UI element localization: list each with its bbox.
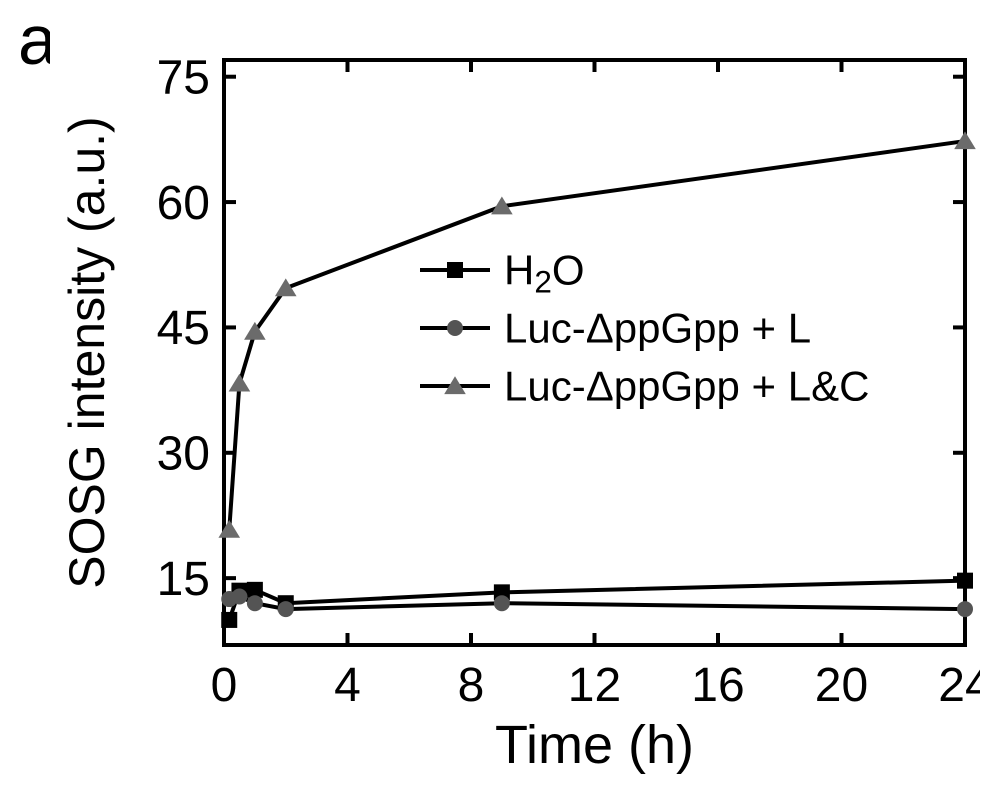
x-tick-label: 24 [938,659,980,712]
y-tick-label: 45 [157,302,210,355]
x-tick-label: 8 [458,659,485,712]
marker-circle [494,595,510,611]
sosg-chart: 0 4 8 12 16 20 24 15 30 45 60 75 Time (h) SOSG intens… [50,20,980,780]
marker-square [957,573,973,589]
y-axis-label: SOSG intensity (a.u.) [59,116,115,588]
x-tick-label: 4 [334,659,361,712]
x-axis-label: Time (h) [495,715,694,775]
y-tick-label: 30 [157,428,210,481]
chart-svg: 0 4 8 12 16 20 24 15 30 45 60 75 Time (h) SOSG intens… [50,20,980,780]
legend-label: Luc-ΔppGpp + L&C [504,363,869,410]
marker-square [447,262,463,278]
x-tick-label: 12 [568,659,621,712]
marker-circle [447,320,463,336]
x-tick-label: 20 [815,659,868,712]
marker-circle [247,595,263,611]
y-tick-label: 75 [157,52,210,105]
x-tick-label: 16 [691,659,744,712]
marker-circle [231,589,247,605]
marker-circle [278,601,294,617]
legend-label: Luc-ΔppGpp + L [504,305,811,352]
y-tick-label: 60 [157,177,210,230]
marker-circle [957,601,973,617]
y-tick-label: 15 [157,553,210,606]
x-tick-label: 0 [211,659,238,712]
marker-square [221,612,237,628]
